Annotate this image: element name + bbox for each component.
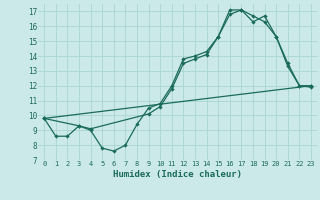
X-axis label: Humidex (Indice chaleur): Humidex (Indice chaleur) — [113, 170, 242, 179]
